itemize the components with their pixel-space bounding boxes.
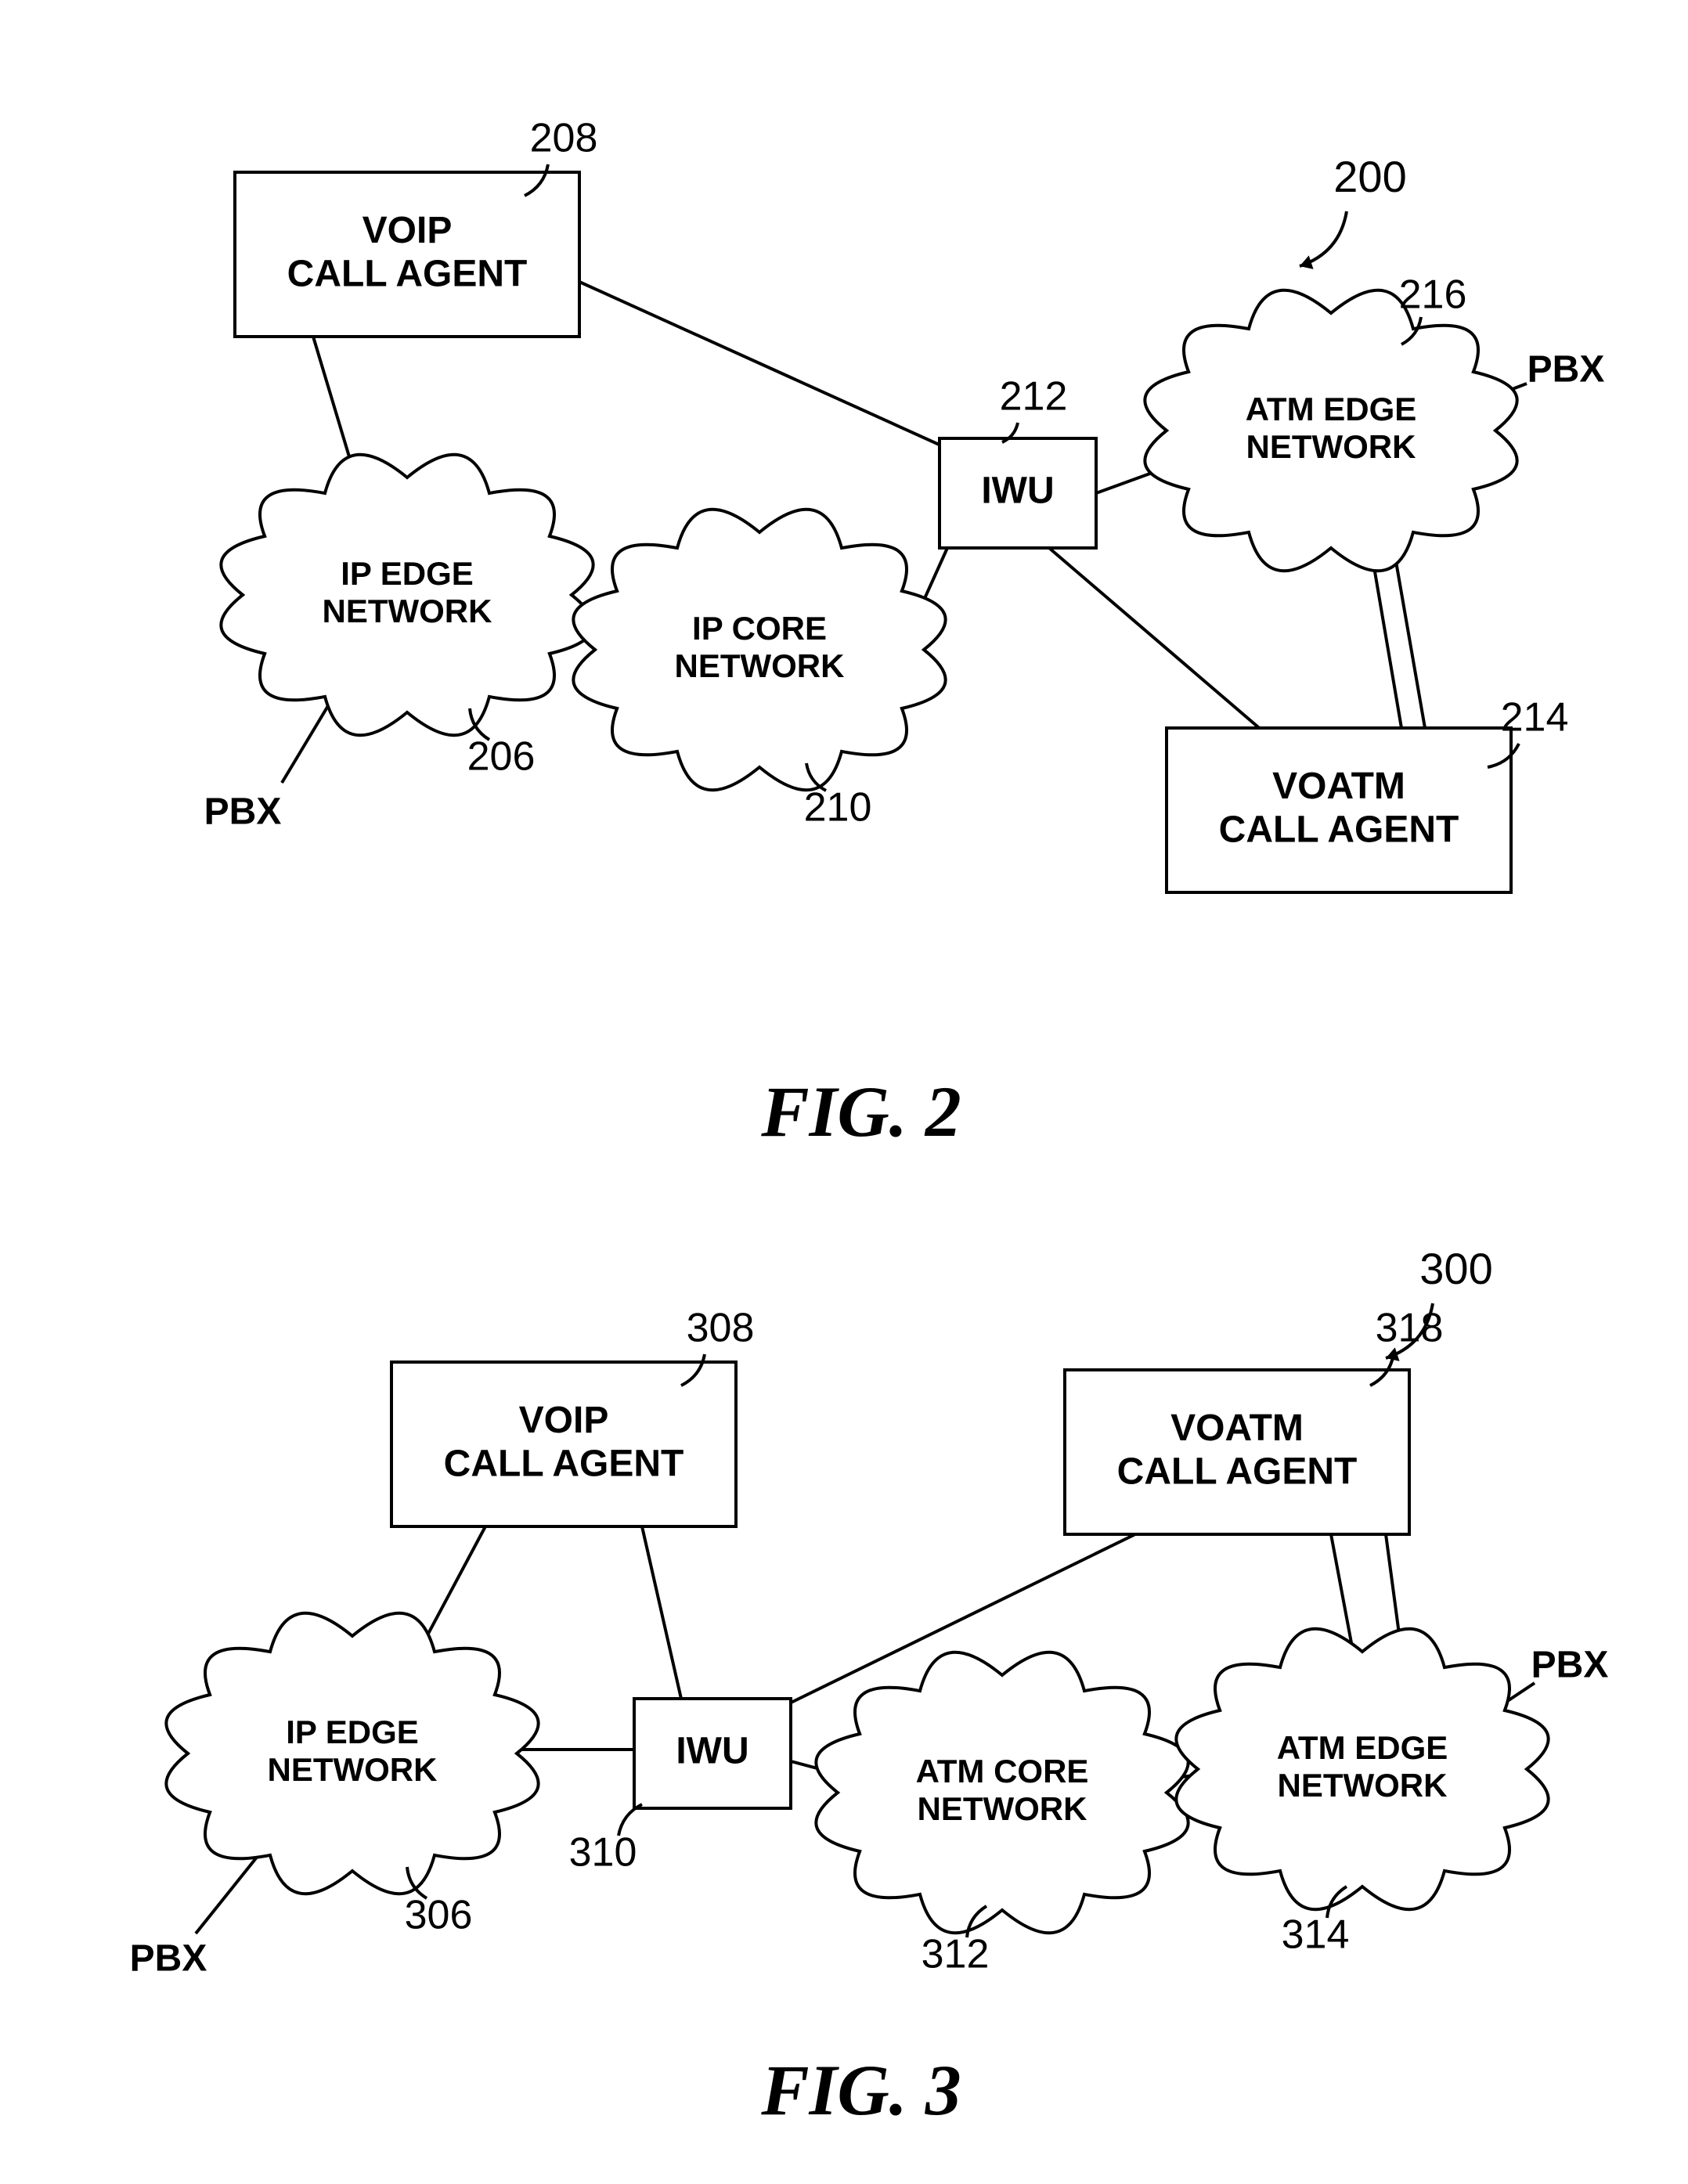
svg-text:PBX: PBX	[130, 1938, 207, 1980]
svg-text:300: 300	[1419, 1244, 1492, 1293]
svg-text:IP CORE: IP CORE	[692, 610, 827, 647]
svg-text:FIG. 2: FIG. 2	[760, 1072, 961, 1151]
svg-text:200: 200	[1333, 152, 1406, 201]
svg-text:312: 312	[922, 1932, 990, 1977]
svg-text:VOATM: VOATM	[1170, 1407, 1304, 1449]
svg-text:VOIP: VOIP	[519, 1400, 609, 1441]
svg-text:CALL AGENT: CALL AGENT	[444, 1443, 684, 1484]
svg-text:IWU: IWU	[676, 1731, 748, 1772]
svg-text:210: 210	[804, 785, 872, 831]
svg-text:ATM EDGE: ATM EDGE	[1277, 1729, 1448, 1766]
svg-text:208: 208	[530, 116, 598, 161]
svg-text:NETWORK: NETWORK	[323, 593, 492, 629]
figure-2: PBXPBXIP EDGENETWORK206IP CORENETWORK210…	[204, 116, 1605, 1151]
svg-text:IWU: IWU	[981, 470, 1054, 512]
svg-text:CALL AGENT: CALL AGENT	[287, 253, 528, 294]
svg-text:CALL AGENT: CALL AGENT	[1117, 1451, 1358, 1492]
svg-text:NETWORK: NETWORK	[1246, 428, 1416, 465]
svg-text:ATM EDGE: ATM EDGE	[1246, 391, 1417, 427]
svg-text:206: 206	[467, 734, 536, 780]
svg-text:NETWORK: NETWORK	[675, 647, 845, 684]
svg-text:306: 306	[405, 1893, 473, 1938]
svg-text:212: 212	[1000, 374, 1068, 420]
svg-text:308: 308	[687, 1306, 755, 1351]
svg-text:ATM CORE: ATM CORE	[916, 1753, 1089, 1789]
svg-text:VOIP: VOIP	[362, 210, 453, 251]
svg-text:NETWORK: NETWORK	[918, 1790, 1087, 1827]
svg-text:314: 314	[1282, 1912, 1350, 1958]
svg-text:214: 214	[1501, 695, 1569, 741]
svg-text:PBX: PBX	[204, 791, 282, 833]
svg-text:216: 216	[1399, 272, 1467, 318]
svg-text:VOATM: VOATM	[1272, 766, 1405, 807]
svg-text:310: 310	[569, 1830, 637, 1876]
figure-3: PBXPBXIP EDGENETWORK306ATM CORENETWORK31…	[130, 1244, 1609, 2130]
svg-text:IP EDGE: IP EDGE	[286, 1714, 419, 1750]
svg-text:PBX: PBX	[1527, 349, 1605, 391]
svg-text:NETWORK: NETWORK	[268, 1751, 438, 1788]
svg-text:IP EDGE: IP EDGE	[341, 555, 474, 592]
svg-text:CALL AGENT: CALL AGENT	[1219, 809, 1459, 850]
svg-text:FIG. 3: FIG. 3	[760, 2050, 961, 2130]
svg-text:PBX: PBX	[1531, 1645, 1609, 1686]
svg-text:NETWORK: NETWORK	[1278, 1767, 1448, 1804]
